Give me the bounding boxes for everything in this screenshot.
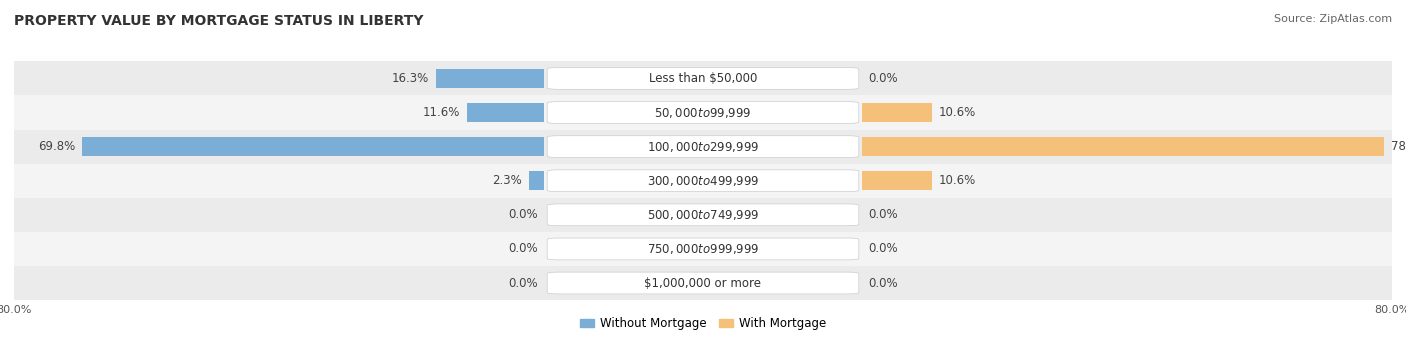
Bar: [862, 137, 1384, 156]
Text: 0.0%: 0.0%: [869, 208, 898, 221]
Text: 11.6%: 11.6%: [423, 106, 461, 119]
Bar: [862, 172, 932, 190]
Bar: [544, 61, 862, 95]
Text: $50,000 to $99,999: $50,000 to $99,999: [654, 105, 752, 120]
Text: 0.0%: 0.0%: [869, 242, 898, 255]
Bar: [862, 130, 1392, 164]
Text: 78.8%: 78.8%: [1391, 140, 1406, 153]
Bar: [862, 95, 1392, 130]
Bar: [14, 130, 544, 164]
Text: 10.6%: 10.6%: [939, 174, 976, 187]
Bar: [544, 164, 862, 198]
Bar: [529, 172, 544, 190]
FancyBboxPatch shape: [547, 204, 859, 226]
Bar: [544, 95, 862, 130]
Bar: [862, 232, 1392, 266]
Bar: [82, 137, 544, 156]
Bar: [862, 61, 1392, 95]
Text: Less than $50,000: Less than $50,000: [648, 72, 758, 85]
Text: $100,000 to $299,999: $100,000 to $299,999: [647, 139, 759, 154]
Bar: [14, 164, 544, 198]
Text: 16.3%: 16.3%: [392, 72, 429, 85]
Text: 69.8%: 69.8%: [38, 140, 75, 153]
Legend: Without Mortgage, With Mortgage: Without Mortgage, With Mortgage: [575, 313, 831, 335]
Text: 0.0%: 0.0%: [508, 277, 537, 290]
Bar: [862, 198, 1392, 232]
Bar: [14, 266, 544, 300]
FancyBboxPatch shape: [547, 170, 859, 192]
Bar: [14, 61, 544, 95]
Text: 0.0%: 0.0%: [508, 242, 537, 255]
Bar: [544, 266, 862, 300]
Bar: [544, 130, 862, 164]
Text: 2.3%: 2.3%: [492, 174, 522, 187]
FancyBboxPatch shape: [547, 136, 859, 158]
Text: Source: ZipAtlas.com: Source: ZipAtlas.com: [1274, 14, 1392, 24]
Text: 10.6%: 10.6%: [939, 106, 976, 119]
Text: PROPERTY VALUE BY MORTGAGE STATUS IN LIBERTY: PROPERTY VALUE BY MORTGAGE STATUS IN LIB…: [14, 14, 423, 28]
Text: $1,000,000 or more: $1,000,000 or more: [644, 277, 762, 290]
Bar: [467, 103, 544, 122]
FancyBboxPatch shape: [547, 238, 859, 260]
Bar: [14, 198, 544, 232]
Text: $500,000 to $749,999: $500,000 to $749,999: [647, 208, 759, 222]
FancyBboxPatch shape: [547, 68, 859, 89]
FancyBboxPatch shape: [547, 272, 859, 294]
Bar: [862, 103, 932, 122]
Bar: [436, 69, 544, 88]
Text: 0.0%: 0.0%: [508, 208, 537, 221]
Bar: [862, 164, 1392, 198]
Text: $750,000 to $999,999: $750,000 to $999,999: [647, 242, 759, 256]
Text: 0.0%: 0.0%: [869, 277, 898, 290]
FancyBboxPatch shape: [547, 102, 859, 123]
Bar: [544, 198, 862, 232]
Bar: [862, 266, 1392, 300]
Text: $300,000 to $499,999: $300,000 to $499,999: [647, 174, 759, 188]
Text: 0.0%: 0.0%: [869, 72, 898, 85]
Bar: [544, 232, 862, 266]
Bar: [14, 95, 544, 130]
Bar: [14, 232, 544, 266]
